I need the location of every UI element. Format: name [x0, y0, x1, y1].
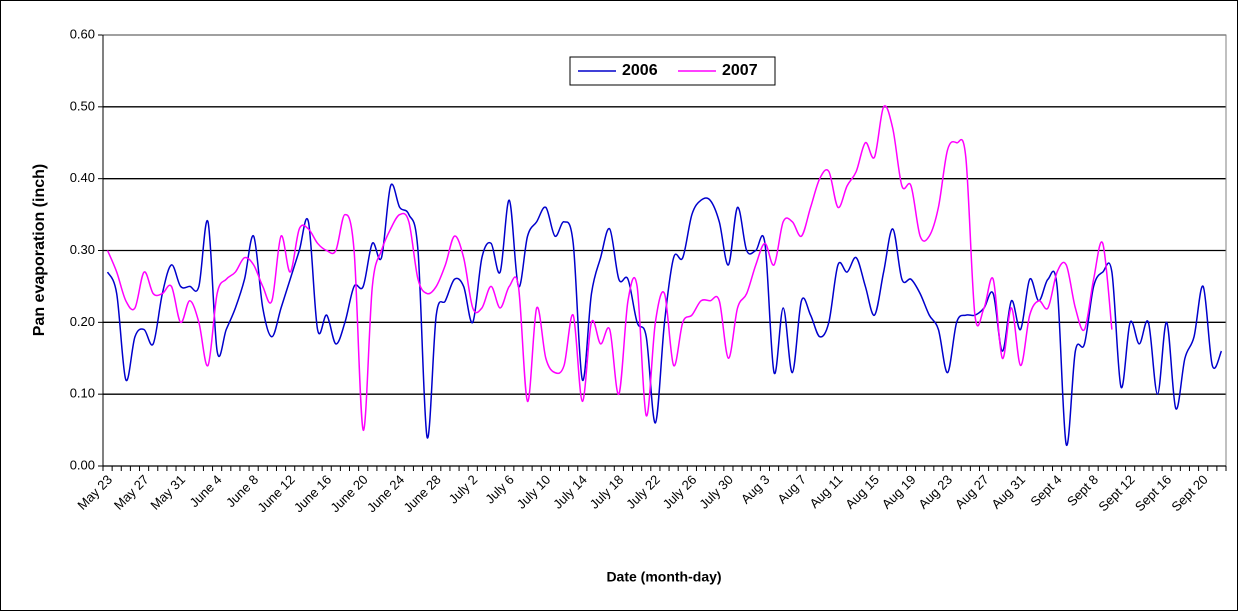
y-tick-label: 0.20: [70, 314, 95, 329]
y-tick-label: 0.30: [70, 242, 95, 257]
y-tick-label: 0.40: [70, 170, 95, 185]
legend-label: 2006: [622, 62, 658, 79]
series-line: [106, 183, 1223, 446]
x-axis-title: Date (month-day): [606, 569, 721, 585]
y-tick-label: 0.10: [70, 386, 95, 401]
y-tick-label: 0.60: [70, 26, 95, 41]
y-axis-title: Pan evaporation (inch): [31, 164, 48, 336]
y-tick-label: 0.50: [70, 98, 95, 113]
series-line: [106, 105, 1113, 431]
legend-label: 2007: [722, 62, 758, 79]
y-tick-label: 0.00: [70, 457, 95, 472]
